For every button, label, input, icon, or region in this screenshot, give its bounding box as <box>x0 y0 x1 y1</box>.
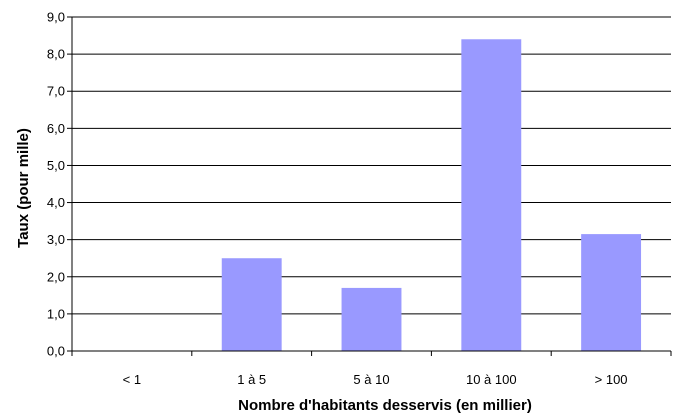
y-tick-label: 2,0 <box>47 269 65 284</box>
y-tick-labels: 0,0 1,0 2,0 3,0 4,0 5,0 6,0 7,0 8,0 9,0 <box>47 10 65 359</box>
x-tick-label: 1 à 5 <box>237 372 266 387</box>
y-tick-label: 4,0 <box>47 195 65 210</box>
x-axis-title: Nombre d'habitants desservis (en millier… <box>238 397 532 414</box>
y-tick-label: 0,0 <box>47 344 65 359</box>
y-tick-label: 5,0 <box>47 158 65 173</box>
bar <box>221 258 282 351</box>
axes <box>67 16 672 356</box>
x-tick-label: < 1 <box>123 372 141 387</box>
x-tick-label: 10 à 100 <box>466 372 517 387</box>
x-tick-labels: < 1 1 à 5 5 à 10 10 à 100 > 100 <box>123 372 628 387</box>
y-tick-label: 6,0 <box>47 121 65 136</box>
y-tick-label: 7,0 <box>47 84 65 99</box>
y-tick-label: 1,0 <box>47 306 65 321</box>
y-tick-label: 3,0 <box>47 232 65 247</box>
bar <box>581 234 642 351</box>
bar <box>341 287 402 351</box>
y-tick-label: 9,0 <box>47 10 65 25</box>
y-axis-title: Taux (pour mille) <box>15 128 32 248</box>
bars <box>221 39 642 352</box>
y-tick-label: 8,0 <box>47 47 65 62</box>
bar <box>461 39 522 352</box>
x-tick-label: > 100 <box>595 372 628 387</box>
x-tick-label: 5 à 10 <box>353 372 389 387</box>
gridlines <box>72 16 671 315</box>
